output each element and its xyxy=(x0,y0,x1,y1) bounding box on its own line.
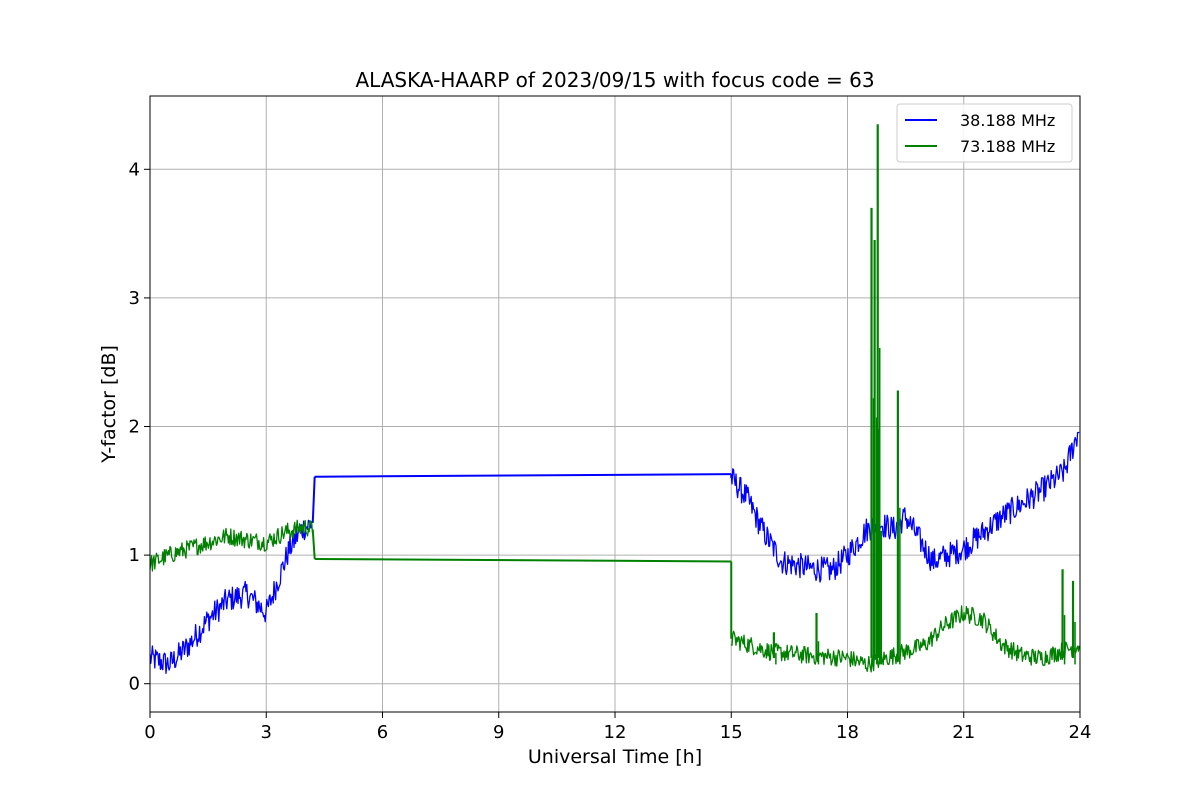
legend-box xyxy=(896,103,1073,163)
x-tick-label: 18 xyxy=(836,722,859,743)
series-jump-0 xyxy=(311,476,316,523)
legend: 38.188 MHz 73.188 MHz xyxy=(896,103,1073,163)
y-tick-label: 3 xyxy=(129,288,140,309)
x-tick-label: 0 xyxy=(144,722,155,743)
x-tick-label: 6 xyxy=(377,722,388,743)
series-line-1-segment-1 xyxy=(314,558,732,563)
x-tick-label: 9 xyxy=(493,722,504,743)
series-jump-1 xyxy=(311,529,316,560)
legend-label-38mhz: 38.188 MHz xyxy=(960,111,1055,130)
x-tick-label: 21 xyxy=(952,722,975,743)
x-tick-label: 24 xyxy=(1069,722,1092,743)
y-axis-label: Y-factor [dB] xyxy=(98,345,120,464)
chart-title: ALASKA-HAARP of 2023/09/15 with focus co… xyxy=(355,68,874,92)
y-tick-label: 4 xyxy=(129,159,140,180)
y-tick-label: 0 xyxy=(129,674,140,695)
y-tick-label: 2 xyxy=(129,417,140,438)
y-tick-label: 1 xyxy=(129,545,140,566)
series-line-0-segment-0 xyxy=(149,519,313,674)
plot-lines xyxy=(149,124,1080,674)
x-tick-label: 3 xyxy=(261,722,272,743)
series-line-1-segment-2 xyxy=(730,605,1080,673)
x-tick-label: 12 xyxy=(604,722,627,743)
series-line-1-segment-0 xyxy=(149,519,314,572)
series-line-0-segment-1 xyxy=(314,473,732,478)
x-axis-label: Universal Time [h] xyxy=(528,746,702,768)
x-tick-label: 15 xyxy=(720,722,743,743)
legend-label-73mhz: 73.188 MHz xyxy=(960,137,1055,156)
series-line-0-segment-2 xyxy=(730,431,1080,583)
